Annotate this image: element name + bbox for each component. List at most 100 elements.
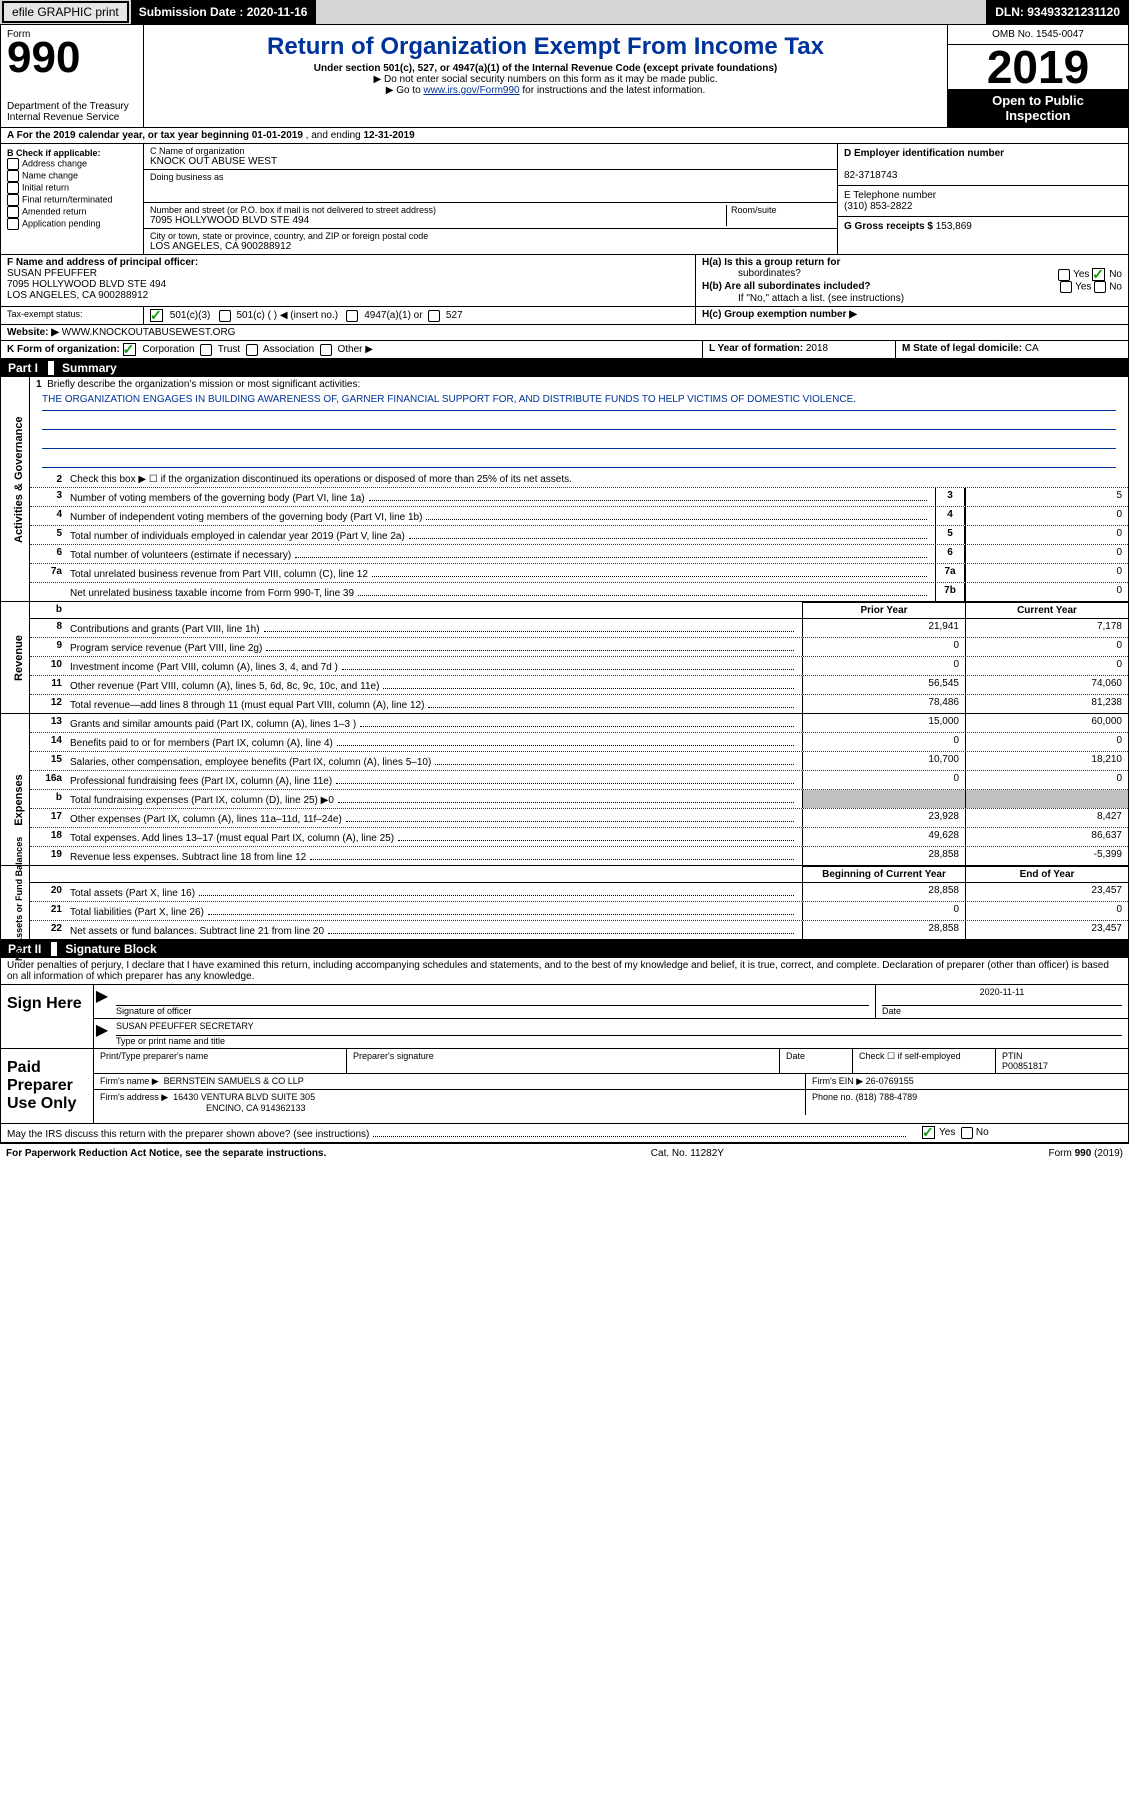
chk-501c[interactable] [219, 310, 231, 322]
irs-link[interactable]: www.irs.gov/Form990 [423, 85, 519, 96]
row-curr: 0 [965, 657, 1128, 675]
chk-501c3[interactable] [150, 309, 163, 322]
row-num: 18 [30, 828, 66, 846]
chk-assoc[interactable] [246, 344, 258, 356]
row-num: 12 [30, 695, 66, 713]
row-curr: 23,457 [965, 921, 1128, 939]
opt-527: 527 [446, 310, 463, 321]
revenue-content: bPrior YearCurrent Year 8Contributions a… [30, 602, 1128, 713]
form-title: Return of Organization Exempt From Incom… [152, 33, 939, 61]
chk-name[interactable] [7, 170, 19, 182]
ha-no-check[interactable] [1092, 268, 1105, 281]
chk-final[interactable] [7, 194, 19, 206]
prep-sig-lbl: Preparer's signature [347, 1049, 780, 1073]
officer-name: SUSAN PFEUFFER [7, 268, 97, 279]
row-label: Revenue less expenses. Subtract line 18 … [66, 847, 802, 865]
row-prior: 0 [802, 657, 965, 675]
a-mid: , and ending [306, 130, 364, 141]
side-na-text: Net Assets or Fund Balances [14, 861, 24, 961]
f-lbl: F Name and address of principal officer: [7, 257, 198, 268]
i-row: Tax-exempt status: 501(c)(3) 501(c) ( ) … [0, 307, 1129, 325]
form-subtitle: Under section 501(c), 527, or 4947(a)(1)… [152, 63, 939, 74]
row-curr: 81,238 [965, 695, 1128, 713]
row-prior: 0 [802, 733, 965, 751]
firm-addr2: ENCINO, CA 914362133 [100, 1103, 306, 1113]
row-label: Benefits paid to or for members (Part IX… [66, 733, 802, 751]
chk-initial[interactable] [7, 182, 19, 194]
a-pre: A For the 2019 calendar year, or tax yea… [7, 130, 252, 141]
table-row: 20Total assets (Part X, line 16)28,85823… [30, 883, 1128, 902]
chk-other[interactable] [320, 344, 332, 356]
ha-no: No [1109, 269, 1122, 280]
expenses-block: Expenses 13Grants and similar amounts pa… [0, 714, 1129, 866]
org-name: KNOCK OUT ABUSE WEST [150, 156, 831, 167]
c-name-row: C Name of organization KNOCK OUT ABUSE W… [144, 144, 837, 170]
line-3-v: 5 [965, 488, 1128, 506]
discuss-no-check[interactable] [961, 1127, 973, 1139]
efile-print-button[interactable]: efile GRAPHIC print [2, 1, 129, 23]
discuss-yes-check[interactable] [922, 1126, 935, 1139]
row-num: 14 [30, 733, 66, 751]
governance-block: Activities & Governance 1 Briefly descri… [0, 377, 1129, 602]
dln-lbl: DLN: [995, 5, 1024, 19]
row-curr: 86,637 [965, 828, 1128, 846]
i-opts: 501(c)(3) 501(c) ( ) ◀ (insert no.) 4947… [144, 307, 696, 324]
opt-501c: 501(c) ( ) [236, 310, 277, 321]
part2-title: Signature Block [65, 942, 156, 956]
subdate-lbl: Submission Date : [139, 5, 244, 19]
hdr-prior: Prior Year [802, 602, 965, 618]
b-name: Name change [22, 170, 78, 180]
form-number: 990 [7, 33, 80, 82]
row-prior: 0 [802, 902, 965, 920]
city-value: LOS ANGELES, CA 900288912 [150, 241, 831, 252]
part-ii-bar: Part II Signature Block [0, 940, 1129, 958]
j-lbl: Website: ▶ [7, 327, 59, 338]
tax-year: 2019 [948, 45, 1128, 89]
row-num: 13 [30, 714, 66, 732]
m-lbl: M State of legal domicile: [902, 343, 1022, 354]
hb-yes-check[interactable] [1060, 281, 1072, 293]
discuss-yes: Yes [939, 1127, 955, 1138]
side-revenue: Revenue [1, 602, 30, 713]
opt-501c3: 501(c)(3) [170, 310, 211, 321]
row-label: Contributions and grants (Part VIII, lin… [66, 619, 802, 637]
row-curr: 60,000 [965, 714, 1128, 732]
ha-yes: Yes [1073, 269, 1089, 280]
paid-lbl: Paid Preparer Use Only [1, 1049, 94, 1123]
row-prior: 23,928 [802, 809, 965, 827]
line-7a-t: Total unrelated business revenue from Pa… [70, 569, 368, 580]
arrow-icon-2: ▶ [94, 1019, 110, 1048]
chk-4947[interactable] [346, 310, 358, 322]
table-row: 11Other revenue (Part VIII, column (A), … [30, 676, 1128, 695]
prep-name-lbl: Print/Type preparer's name [94, 1049, 347, 1073]
row-prior: 0 [802, 638, 965, 656]
chk-trust[interactable] [200, 344, 212, 356]
firm-lbl: Firm's name ▶ [100, 1076, 159, 1086]
chk-address[interactable] [7, 158, 19, 170]
website-cell: Website: ▶ WWW.KNOCKOUTABUSEWEST.ORG [1, 325, 1128, 340]
c-dba-lbl: Doing business as [150, 172, 831, 182]
prep-phone: (818) 788-4789 [856, 1092, 918, 1102]
chk-pending[interactable] [7, 218, 19, 230]
row-curr: 23,457 [965, 883, 1128, 901]
row-num: 20 [30, 883, 66, 901]
line-7b-t: Net unrelated business taxable income fr… [70, 588, 354, 599]
netassets-block: Net Assets or Fund Balances Beginning of… [0, 866, 1129, 940]
dln: DLN: 93493321231120 [986, 0, 1129, 24]
chk-527[interactable] [428, 310, 440, 322]
part1-tab: Part I [8, 361, 54, 375]
chk-amended[interactable] [7, 206, 19, 218]
ha-sub: subordinates? [702, 268, 801, 281]
c-name-lbl: C Name of organization [150, 146, 831, 156]
mission-num: 1 [36, 379, 42, 390]
table-row: 19Revenue less expenses. Subtract line 1… [30, 847, 1128, 865]
row-label: Salaries, other compensation, employee b… [66, 752, 802, 770]
k-other: Other ▶ [337, 344, 372, 355]
subdate-value: 2020-11-16 [247, 5, 308, 19]
chk-corp[interactable] [123, 343, 136, 356]
row-num: 22 [30, 921, 66, 939]
officer-addr2: LOS ANGELES, CA 900288912 [7, 290, 148, 301]
ha-yes-check[interactable] [1058, 269, 1070, 281]
dln-value: 93493321231120 [1027, 5, 1120, 19]
row-label: Total liabilities (Part X, line 26) [66, 902, 802, 920]
